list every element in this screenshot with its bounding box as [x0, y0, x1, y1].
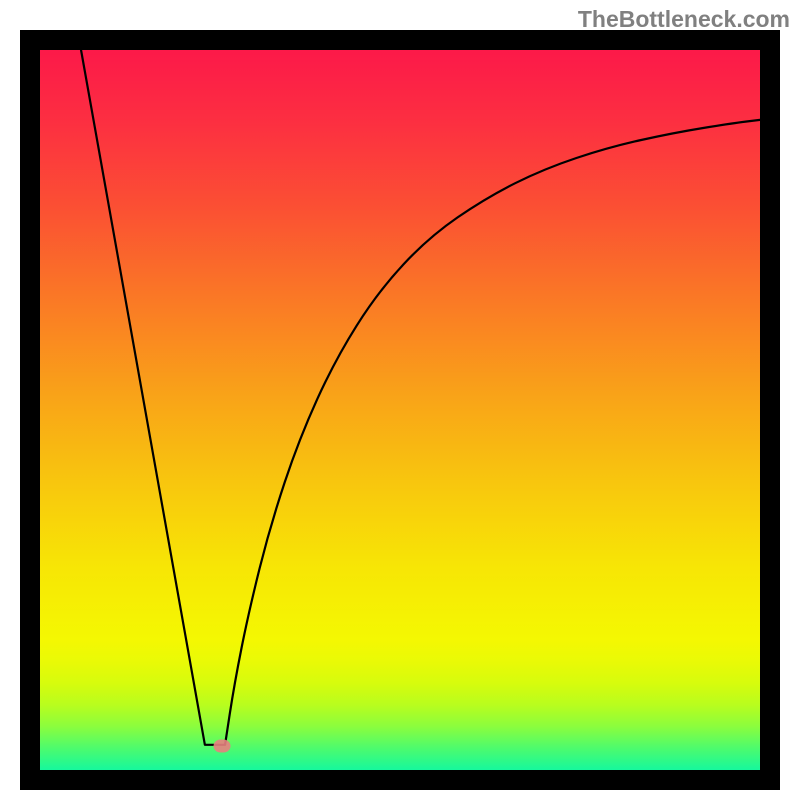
plot-area: [40, 50, 760, 770]
chart-container: { "canvas": { "width": 800, "height": 80…: [0, 0, 800, 800]
curve-svg: [40, 50, 760, 770]
plot-frame: [20, 30, 780, 790]
watermark-text: TheBottleneck.com: [578, 6, 790, 33]
bottleneck-curve: [81, 50, 760, 745]
optimal-point-marker: [214, 740, 231, 753]
